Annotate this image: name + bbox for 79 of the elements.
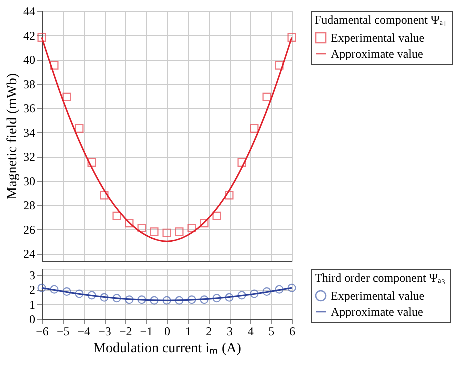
legend-label: Approximate value xyxy=(331,305,424,319)
point xyxy=(50,61,59,70)
y-tick-label: 30 xyxy=(24,174,36,188)
y-tick-label: 36 xyxy=(24,102,36,116)
y-tick-label: 0 xyxy=(30,312,36,326)
y-tick-label: 2 xyxy=(30,283,36,298)
point xyxy=(288,33,296,42)
point xyxy=(38,284,46,292)
point xyxy=(138,224,146,232)
point xyxy=(88,158,96,167)
y-tick-label: 28 xyxy=(24,198,36,213)
point xyxy=(75,290,84,298)
x-tick-label: 3 xyxy=(227,324,233,338)
x-tick-label: −4 xyxy=(78,324,91,338)
point xyxy=(212,212,222,220)
point xyxy=(62,92,72,102)
point xyxy=(50,285,59,294)
point xyxy=(75,124,84,133)
point xyxy=(112,294,122,303)
legend-label: Experimental value xyxy=(331,289,425,303)
y-tick-label: 1 xyxy=(30,298,36,312)
point xyxy=(150,296,159,305)
legend-label: Experimental value xyxy=(331,31,425,45)
point xyxy=(250,124,259,133)
x-tick-label: −1 xyxy=(140,324,154,338)
point xyxy=(225,191,234,200)
line-series xyxy=(41,287,293,302)
point xyxy=(188,296,196,304)
y-tick-label: 38 xyxy=(24,77,36,92)
x-tick-label: −2 xyxy=(119,324,132,338)
point xyxy=(175,228,184,236)
y-tick-label: 26 xyxy=(24,222,36,237)
point xyxy=(100,191,109,200)
x-tick-label: 5 xyxy=(268,324,275,338)
x-axis-title: Modulation current iₘ (A) xyxy=(94,342,242,356)
point xyxy=(238,158,246,167)
point xyxy=(262,92,272,102)
y-tick-label: 34 xyxy=(24,126,36,140)
y-tick-label: 32 xyxy=(24,150,36,164)
x-tick-label: −3 xyxy=(98,324,112,338)
point xyxy=(262,288,272,296)
point xyxy=(288,284,296,292)
point xyxy=(200,219,209,228)
point xyxy=(112,212,122,220)
x-tick-label: 1 xyxy=(185,324,192,338)
point xyxy=(62,288,72,296)
point xyxy=(162,228,172,238)
point xyxy=(162,296,172,305)
x-tick-label: 2 xyxy=(206,324,212,338)
x-tick-label: 4 xyxy=(248,324,254,338)
legend-label: Approximate value xyxy=(331,47,424,61)
x-tick-label: −5 xyxy=(56,324,70,338)
point xyxy=(138,296,146,304)
point xyxy=(238,291,246,300)
x-tick-label: 0 xyxy=(164,324,170,338)
point xyxy=(250,290,259,298)
point xyxy=(38,33,46,42)
point xyxy=(200,296,209,304)
point xyxy=(212,294,222,303)
point xyxy=(150,228,159,236)
point xyxy=(275,285,284,294)
point xyxy=(188,224,196,232)
point xyxy=(275,61,284,70)
point xyxy=(175,296,184,305)
x-tick-label: 6 xyxy=(290,324,296,338)
y-tick-label: 24 xyxy=(24,247,36,262)
y-axis-title: Magnetic field (mWb) xyxy=(6,73,20,200)
point xyxy=(88,291,96,300)
y-tick-label: 42 xyxy=(24,28,36,43)
y-tick-label: 44 xyxy=(24,4,36,18)
legend-title: Third order component Ψₐ₃ xyxy=(315,271,446,285)
point xyxy=(225,293,234,302)
point xyxy=(100,293,109,302)
y-tick-label: 3 xyxy=(30,268,36,282)
point xyxy=(125,219,134,228)
x-tick-label: −6 xyxy=(36,324,49,338)
point xyxy=(125,296,134,304)
y-tick-label: 40 xyxy=(24,53,36,68)
legend-title: Fudamental component Ψₐ₁ xyxy=(315,13,448,27)
